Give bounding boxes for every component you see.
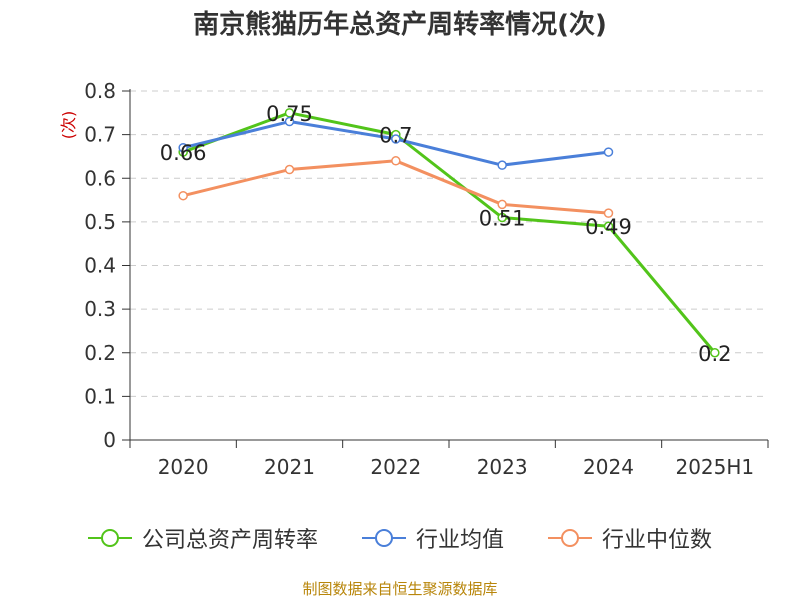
grid-lines [130, 90, 768, 397]
legend-item[interactable]: 公司总资产周转率 [87, 522, 318, 554]
data-point [178, 142, 188, 153]
y-tick-label: 0.1 [84, 384, 116, 408]
data-point [603, 221, 614, 231]
legend-label: 行业中位数 [602, 528, 713, 553]
legend-item[interactable]: 行业中位数 [548, 522, 712, 554]
data-label: 0.49 [585, 215, 632, 239]
legend-label: 公司总资产周转率 [141, 528, 318, 553]
y-tick-label: 0.3 [84, 297, 116, 321]
chart-title: 南京熊猫历年总资产周转率情况(次) [193, 10, 607, 40]
data-label: 0.2 [698, 342, 731, 366]
data-point [497, 160, 507, 170]
legend-swatch [361, 529, 406, 547]
y-tick-label: 0.6 [84, 166, 116, 190]
series-line-2 [182, 159, 609, 215]
y-tick-label: 0.5 [84, 210, 116, 234]
x-tick-label: 2021 [264, 455, 315, 479]
data-label: 0.66 [160, 141, 207, 165]
data-point [284, 116, 295, 127]
data-point [603, 208, 614, 218]
x-tick-label: 2024 [583, 455, 634, 479]
data-point [284, 164, 295, 175]
legend-swatch [87, 529, 132, 547]
source-note: 制图数据来自恒生聚源数据库 [302, 580, 498, 598]
data-point [497, 199, 507, 210]
y-tick-label: 0.4 [84, 254, 116, 278]
data-point [178, 190, 188, 201]
legend-swatch [548, 529, 592, 547]
x-tick-label: 2025H1 [675, 455, 754, 479]
series-line-0 [182, 111, 716, 354]
x-tick-label: 2022 [370, 455, 421, 479]
series-layer [178, 108, 720, 358]
data-label: 0.75 [266, 102, 313, 126]
data-label: 0.51 [479, 207, 526, 231]
data-label: 0.7 [379, 124, 412, 148]
legend-item[interactable]: 行业均值 [361, 522, 504, 554]
y-tick-label: 0.7 [84, 123, 116, 147]
x-tick-label: 2020 [158, 455, 209, 479]
axes: 0 0.1 0.2 0.3 0.4 0.5 0.6 0.7 0.8 2020 2021 2022 202… [59, 79, 769, 479]
data-point [391, 156, 401, 166]
y-tick-label: 0.2 [84, 341, 116, 365]
x-tick-label: 2023 [477, 455, 528, 479]
legend-label: 行业均值 [415, 528, 504, 553]
legend: 公司总资产周转率 行业均值 行业中位数 [0, 518, 800, 558]
data-point [391, 134, 401, 144]
y-axis-label: (次) [59, 111, 78, 140]
data-labels: 0.66 0.75 0.7 0.51 0.49 0.2 [160, 102, 732, 366]
data-point [710, 348, 720, 358]
y-tick-label: 0 [103, 428, 116, 452]
data-point [603, 147, 614, 157]
data-point [497, 212, 507, 223]
y-tick-label: 0.8 [84, 79, 116, 103]
